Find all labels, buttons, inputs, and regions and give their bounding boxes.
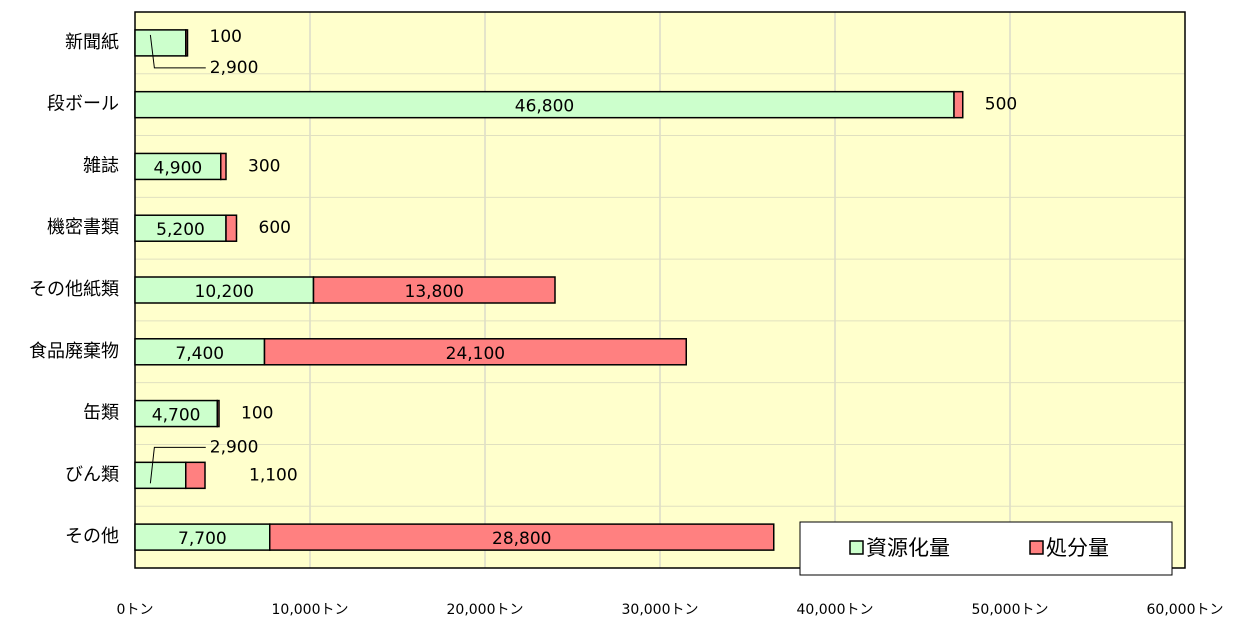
x-tick-label: 10,000トン	[272, 602, 349, 618]
y-tick-label: びん類	[65, 464, 119, 485]
bar-segment	[263, 338, 687, 366]
x-tick-label: 60,000トン	[1147, 602, 1224, 618]
legend-label: 処分量	[1046, 536, 1109, 560]
legend-swatch	[1029, 540, 1044, 555]
y-tick-label: その他紙類	[29, 279, 119, 300]
data-label: 500	[985, 95, 1017, 115]
bar-segment	[134, 523, 271, 551]
data-label: 4,900	[154, 158, 203, 178]
x-tick-label: 40,000トン	[797, 602, 874, 618]
bar-segment	[134, 399, 218, 428]
bar-segment	[134, 338, 266, 366]
legend-label: 資源化量	[866, 536, 950, 560]
data-label: 7,700	[178, 529, 227, 549]
leader-line	[149, 446, 206, 484]
y-tick-label: 食品廃棄物	[29, 341, 119, 362]
data-label: 5,200	[156, 220, 205, 240]
bar-segment	[134, 461, 187, 490]
x-tick-label: 0トン	[117, 602, 154, 618]
bar-segment	[134, 90, 955, 119]
bar-segment	[312, 276, 556, 304]
leader-line	[149, 34, 206, 69]
data-label: 28,800	[492, 529, 551, 549]
bar-segment	[953, 90, 964, 119]
x-tick-label: 20,000トン	[447, 602, 524, 618]
y-tick-label: 段ボール	[47, 94, 119, 115]
data-label: 13,800	[405, 282, 464, 302]
bar-segment	[185, 29, 189, 57]
y-tick-label: 雑誌	[83, 155, 119, 176]
data-label: 100	[210, 27, 242, 47]
y-tick-label: 機密書類	[47, 217, 119, 238]
bar-segment	[134, 276, 315, 304]
legend-swatch	[849, 540, 864, 555]
y-tick-label: その他	[65, 526, 119, 547]
bar-segment	[185, 461, 206, 490]
data-label: 300	[248, 156, 280, 176]
data-label: 10,200	[195, 282, 254, 302]
bar-segment	[134, 29, 187, 57]
data-label: 7,400	[175, 344, 224, 364]
y-tick-label: 新聞紙	[65, 32, 119, 53]
bar-segment	[225, 214, 238, 242]
bar-segment	[220, 152, 227, 181]
x-tick-label: 50,000トン	[972, 602, 1049, 618]
data-label: 1,100	[249, 465, 298, 485]
data-label: 46,800	[515, 97, 574, 117]
bar-segment	[269, 523, 775, 551]
data-label: 600	[259, 218, 291, 238]
data-label: 2,900	[210, 58, 259, 78]
y-tick-label: 缶類	[83, 403, 119, 424]
bar-segment	[134, 152, 222, 181]
bar-segment	[216, 399, 220, 428]
data-label: 24,100	[446, 344, 505, 364]
data-label: 2,900	[210, 437, 259, 457]
data-label: 100	[241, 404, 273, 424]
data-label: 4,700	[152, 406, 201, 426]
x-tick-label: 30,000トン	[622, 602, 699, 618]
